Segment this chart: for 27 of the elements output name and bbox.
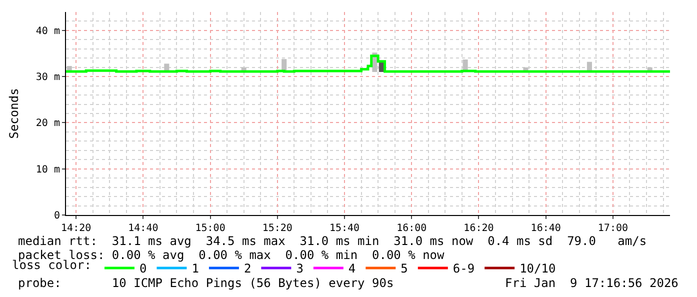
x-tick-label: 16:00 [396, 223, 427, 234]
x-tick-label: 14:40 [128, 223, 158, 234]
x-tick-label: 17:00 [598, 223, 628, 234]
legend-label: 6-9 [452, 262, 475, 276]
x-tick-label: 16:20 [464, 223, 494, 234]
legend-label: 5 [400, 262, 408, 276]
y-tick-label: 0 [54, 210, 60, 222]
x-tick-label: 15:20 [262, 223, 292, 234]
text: median rtt: 31.1 ms avg 34.5 ms max 31.0 ms min 31.0 ms now 0.4 ms sd 79.0 am/s [18, 234, 647, 248]
y-tick-label: 10 m [36, 164, 60, 176]
legend-label: 1 [192, 262, 199, 276]
legend-label: 2 [244, 262, 252, 276]
legend-label: 10/10 [520, 262, 556, 276]
legend-title: loss color: [12, 258, 92, 272]
legend-label: 3 [296, 262, 304, 276]
x-tick-label: 16:40 [530, 223, 561, 234]
y-tick-label: 40 m [36, 26, 60, 37]
legend-label: 0 [139, 262, 147, 276]
x-tick-label: 15:00 [195, 223, 226, 234]
text: probe: 10 ICMP Echo Pings (56 Bytes) every 90s [18, 276, 394, 290]
text: Fri Jan 9 17:16:56 2026 [505, 276, 678, 290]
x-tick-label: 14:20 [61, 223, 92, 234]
y-tick-label: 30 m [36, 72, 60, 84]
x-tick-label: 15:40 [329, 223, 360, 234]
y-tick-label: 20 m [36, 118, 60, 130]
legend-label: 4 [348, 262, 356, 276]
y-axis-title: Seconds [7, 88, 22, 139]
